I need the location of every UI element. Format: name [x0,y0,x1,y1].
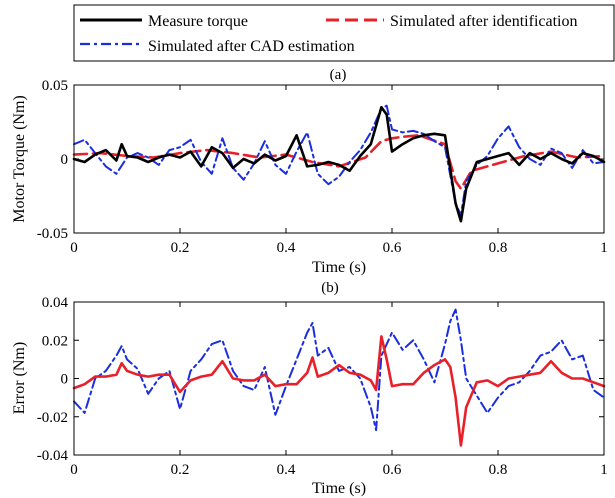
panel-a-ytick-label-2: 0.05 [42,78,68,94]
panel-a-xtick-label-3: 0.6 [383,240,402,256]
legend-label-measure: Measure torque [148,13,248,30]
panel-b-ylabel: Error (Nm) [11,342,28,414]
legend-label-identification: Simulated after identification [390,13,578,30]
panel-b-ticks [73,301,605,456]
panel-b-ytick-label-1: -0.02 [37,410,68,426]
panel-a-ticks [73,84,605,234]
legend-frame [73,4,615,62]
panel-a-xtick-label-5: 1 [600,240,608,256]
panel-b-tick-labels: 0 0.2 0.4 0.6 0.8 1 -0.04 -0.02 0 0.02 0.04 [37,295,608,478]
panel-b-axes-frame [73,301,605,456]
panel-b-xtick-label-3: 0.6 [383,462,402,478]
legend-label-cad: Simulated after CAD estimation [148,38,355,55]
panel-a-xlabel: Time (s) [312,259,366,276]
panel-b-series [72,308,606,447]
panel-b-series-line-1 [72,335,606,447]
panel-a-xtick-label-2: 0.4 [277,240,296,256]
panel-b-ytick-label-3: 0.02 [42,333,68,349]
panel-a-series-line-0 [72,134,606,190]
panel-a-ytick-label-0: -0.05 [37,226,68,242]
panel-a-label: (a) [330,67,347,83]
panel-a-xtick-label-0: 0 [70,240,78,256]
panel-b-ytick-label-0: -0.04 [37,448,69,464]
panel-a-xtick-label-1: 0.2 [171,240,190,256]
panel-b-xtick-label-5: 1 [600,462,608,478]
panel-a-series-line-2 [72,105,606,223]
panel-b-ytick-label-2: 0 [61,372,69,388]
panel-b: 0 0.2 0.4 0.6 0.8 1 -0.04 -0.02 0 0.02 0.04 Time (… [11,295,608,497]
panel-a-ylabel: Motor Torque (Nm) [11,95,28,222]
panel-b-xtick-label-1: 0.2 [171,462,190,478]
panel-a-series [72,104,606,223]
panel-a-ytick-label-1: 0 [61,152,69,168]
panel-b-label: (b) [321,280,339,296]
panel-a-xtick-label-4: 0.8 [489,240,508,256]
panel-b-ytick-label-4: 0.04 [42,295,69,311]
panel-b-series-line-0 [73,308,605,432]
panel-b-xtick-label-2: 0.4 [277,462,296,478]
panel-b-xtick-label-4: 0.8 [489,462,508,478]
legend: Measure torque Simulated after identific… [73,4,615,62]
panel-b-xtick-label-0: 0 [70,462,78,478]
panel-b-xlabel: Time (s) [312,480,366,497]
